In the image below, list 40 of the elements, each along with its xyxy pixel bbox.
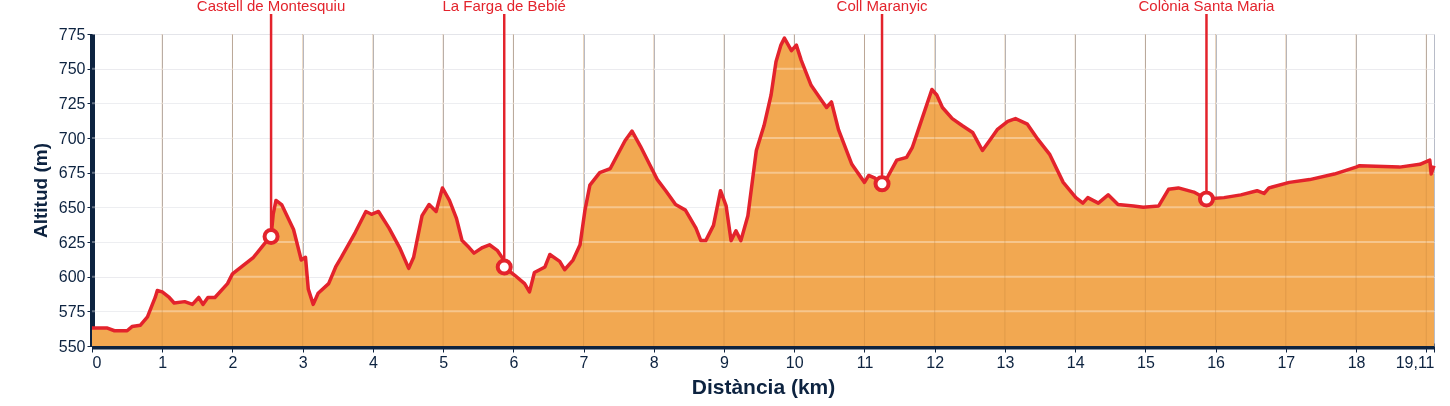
point [1197,190,1215,208]
x-tick-label: 0 [92,353,102,371]
y-tick-label: 675 [58,164,86,182]
point [262,227,280,245]
x-tick-label: 13 [996,353,1015,371]
y-tick-label: 550 [58,337,86,355]
y-tick-label: 600 [58,268,86,286]
x-tick-label: 14 [1066,353,1085,371]
x-tick-label: 4 [368,353,378,371]
y-tick-label: 575 [58,302,86,320]
point [873,175,891,193]
x-tick-label: 1 [158,353,168,371]
point [495,258,513,276]
x-tick-label: 6 [509,353,519,371]
annotation: Colònia Santa Maria [1138,0,1276,14]
y-tick-label: 700 [58,129,86,147]
y-tick-label: 725 [58,94,86,112]
x-tick-label: 3 [298,353,308,371]
y-axis-title: Altitud (m) [29,143,51,238]
x-tick-label: 10 [785,353,804,371]
annotation: Coll Maranyic [836,0,928,14]
x-tick-label: 19,11 [1395,353,1435,371]
y-tick-label: 625 [58,233,86,251]
annotation: La Farga de Bebié [442,0,566,14]
x-tick-label: 18 [1347,353,1366,371]
x-tick-label: 12 [926,353,945,371]
x-tick-label: 15 [1136,353,1155,371]
x-tick-label: 9 [720,353,730,371]
x-tick-label: 5 [439,353,449,371]
x-tick-label: 16 [1207,353,1226,371]
x-tick-label: 7 [579,353,589,371]
y-tick-label: 650 [58,198,86,216]
x-axis-title: Distància (km) [691,374,836,398]
x-tick-label: 11 [856,353,874,371]
x-tick-label: 8 [649,353,659,371]
y-tick-label: 775 [58,25,86,43]
y-tick-label: 750 [58,60,86,78]
x-tick-label: 2 [228,353,238,371]
x-tick-label: 17 [1277,353,1296,371]
annotation: Castell de Montesquiu [196,0,346,14]
